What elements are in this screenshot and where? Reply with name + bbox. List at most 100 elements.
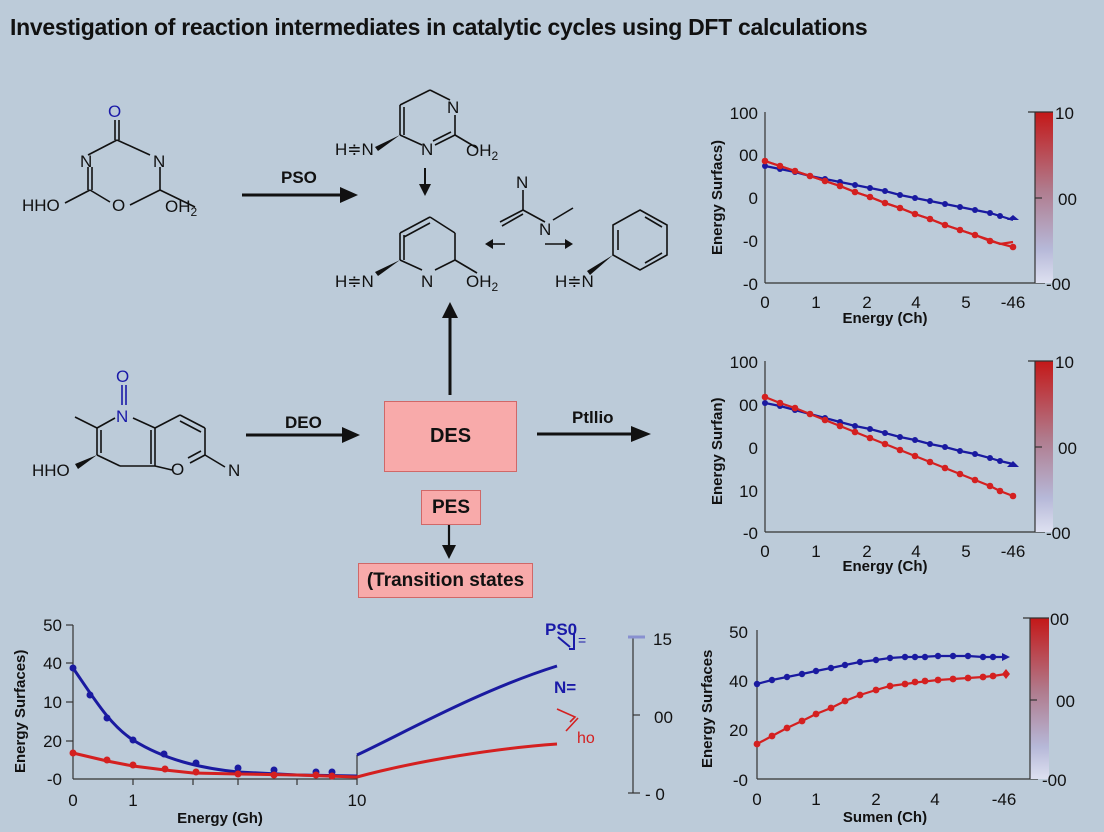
svg-text:N: N (539, 220, 551, 239)
svg-text:00: 00 (739, 396, 758, 415)
svg-text:1: 1 (811, 293, 820, 312)
svg-text:2: 2 (862, 542, 871, 561)
svg-text:N: N (116, 407, 128, 426)
svg-text:20: 20 (43, 732, 62, 751)
svg-text:OH2: OH2 (466, 272, 499, 294)
svg-text:10: 10 (1055, 104, 1074, 123)
svg-text:Energy Surfaces): Energy Surfaces) (12, 650, 29, 773)
svg-text:PS0: PS0 (545, 620, 577, 639)
molecule-3: H≑N N OH2 (335, 216, 499, 294)
svg-text:100: 100 (730, 104, 758, 123)
svg-text:-00: -00 (1046, 275, 1071, 294)
svg-text:HHO: HHO (32, 461, 70, 480)
svg-text:OH2: OH2 (466, 141, 499, 163)
svg-text:Energy (Gh): Energy (Gh) (177, 810, 263, 827)
svg-text:4: 4 (911, 293, 920, 312)
svg-text:Sumen (Ch): Sumen (Ch) (843, 809, 927, 826)
molecule-1: O N N HHO O OH2 (22, 102, 198, 219)
arrow-up-icon (442, 302, 458, 395)
svg-text:00: 00 (1058, 190, 1077, 209)
svg-text:00: 00 (654, 708, 673, 727)
svg-text:10: 10 (348, 791, 367, 810)
svg-text:O: O (116, 367, 129, 386)
chart-top-right: 100 00 0 -0 -0 0 1 2 4 5 -46 Energy (Ch)… (709, 104, 1077, 327)
chart-bottom-left: 50 40 10 20 -0 0 1 10 Energy (Gh) Energy… (12, 616, 673, 827)
svg-text:Energy Surfaces: Energy Surfaces (699, 650, 716, 768)
svg-text:Energy Surfan): Energy Surfan) (709, 397, 726, 505)
svg-text:0: 0 (760, 542, 769, 561)
des-box: DES (384, 401, 517, 472)
svg-text:1: 1 (128, 791, 137, 810)
svg-text:ho: ho (577, 730, 595, 747)
svg-text:4: 4 (930, 790, 939, 809)
svg-text:-0: -0 (743, 232, 758, 251)
svg-text:HHO: HHO (22, 196, 60, 215)
svg-text:5: 5 (961, 542, 970, 561)
page-title: Investigation of reaction intermediates … (10, 14, 868, 40)
svg-text:0: 0 (68, 791, 77, 810)
arrow-right-small-icon (545, 239, 573, 249)
svg-text:N: N (516, 173, 528, 192)
chart-bottom-right: 50 40 20 -0 0 1 2 4 -46 Sumen (Ch) Energ… (699, 610, 1075, 826)
svg-text:H≑N: H≑N (335, 272, 374, 291)
svg-text:O: O (112, 196, 125, 215)
arrow-down-icon (442, 525, 456, 559)
svg-text:-00: -00 (1046, 524, 1071, 543)
svg-text:N: N (421, 140, 433, 159)
arrow-right-icon (242, 187, 358, 203)
svg-text:N: N (421, 272, 433, 291)
svg-text:20: 20 (729, 721, 748, 740)
svg-text:Energy (Ch): Energy (Ch) (842, 558, 927, 575)
svg-text:-00: -00 (1042, 771, 1067, 790)
svg-text:-0: -0 (743, 275, 758, 294)
svg-text:N: N (153, 152, 165, 171)
svg-text:2: 2 (871, 790, 880, 809)
svg-text:2: 2 (862, 293, 871, 312)
arrow-label-deo: DEO (285, 413, 322, 432)
arrow-label-ptllio: Ptllio (572, 408, 614, 427)
svg-text:00: 00 (1058, 439, 1077, 458)
molecule-6: O N HHO O N (32, 367, 240, 480)
svg-text:15: 15 (653, 630, 672, 649)
arrow-label-pso: PSO (281, 168, 317, 187)
svg-text:50: 50 (729, 623, 748, 642)
svg-text:-46: -46 (1001, 293, 1026, 312)
svg-text:O: O (108, 102, 121, 121)
svg-text:0: 0 (752, 790, 761, 809)
svg-text:00: 00 (1056, 692, 1075, 711)
svg-text:0: 0 (749, 189, 758, 208)
svg-text:H≑N: H≑N (335, 140, 374, 159)
molecule-5: H≑N (555, 209, 668, 291)
svg-text:10: 10 (1055, 353, 1074, 372)
arrow-right-icon (246, 427, 360, 443)
arrow-left-icon (485, 239, 505, 249)
svg-text:00: 00 (739, 146, 758, 165)
svg-text:Energy Surfacs): Energy Surfacs) (709, 140, 726, 255)
molecule-2: N H≑N N OH2 (335, 89, 499, 163)
svg-text:H≑N: H≑N (555, 272, 594, 291)
svg-text:4: 4 (911, 542, 920, 561)
chart-middle-right: 100 00 0 10 -0 0 1 2 4 5 -46 Energy (Ch)… (709, 353, 1077, 575)
svg-text:40: 40 (43, 654, 62, 673)
svg-text:- 0: - 0 (645, 785, 665, 804)
svg-text:0: 0 (760, 293, 769, 312)
svg-text:1: 1 (811, 790, 820, 809)
svg-text:40: 40 (729, 672, 748, 691)
svg-text:-0: -0 (733, 771, 748, 790)
svg-text:0: 0 (749, 439, 758, 458)
arrow-right-icon (537, 426, 651, 442)
svg-text:10: 10 (43, 693, 62, 712)
svg-text:-0: -0 (743, 524, 758, 543)
svg-text:100: 100 (730, 353, 758, 372)
transition-states-box: (Transition states (358, 563, 533, 598)
svg-text:1: 1 (811, 542, 820, 561)
svg-text:-46: -46 (1001, 542, 1026, 561)
svg-text:N=: N= (554, 678, 576, 697)
svg-text:-46: -46 (992, 790, 1017, 809)
svg-text:N: N (447, 98, 459, 117)
svg-text:5: 5 (961, 293, 970, 312)
svg-text:10: 10 (739, 482, 758, 501)
svg-text:-0: -0 (47, 770, 62, 789)
molecule-4: N N (499, 173, 574, 239)
svg-text:=: = (578, 632, 586, 648)
